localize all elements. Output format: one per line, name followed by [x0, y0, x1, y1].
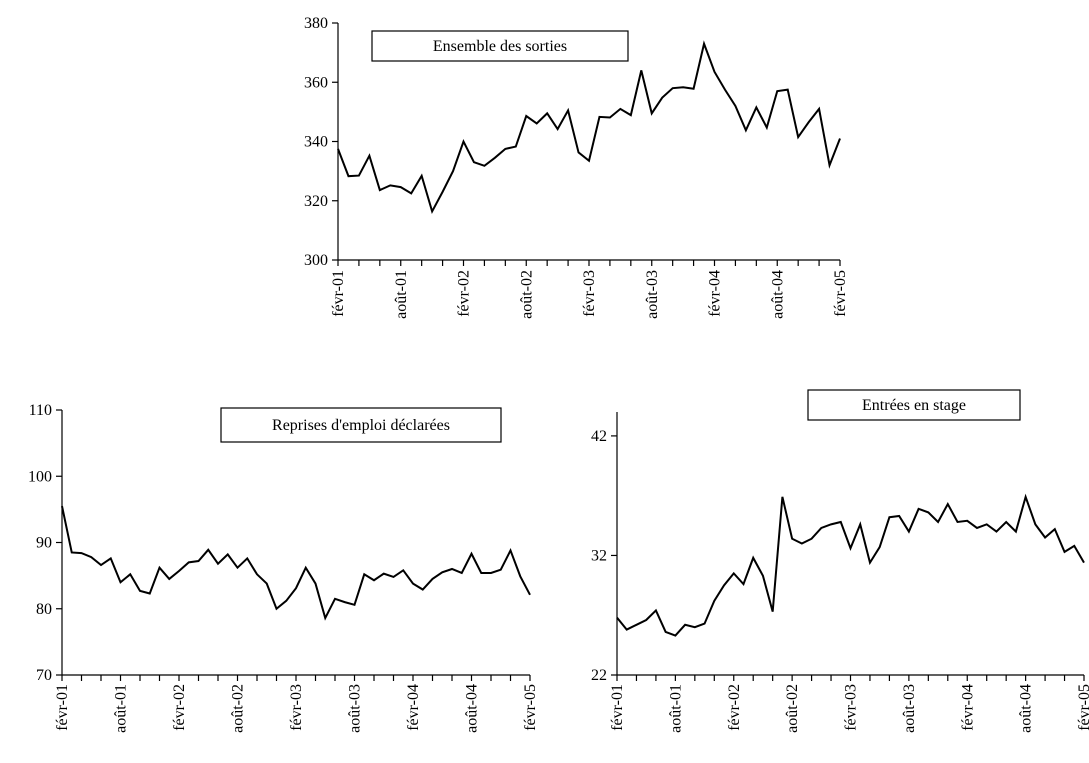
x-tick-label: août-02	[784, 684, 801, 733]
y-tick-label: 32	[591, 547, 607, 564]
x-tick-label: août-04	[769, 270, 786, 319]
chart-title: Entrées en stage	[862, 397, 966, 414]
x-tick-label: août-01	[393, 270, 410, 319]
x-tick-label: août-03	[644, 270, 661, 319]
title-box	[220, 407, 502, 443]
x-tick-label: août-03	[347, 684, 364, 733]
x-tick-label: févr-03	[288, 684, 305, 731]
y-tick-label: 340	[304, 134, 328, 151]
x-tick-label: août-01	[667, 684, 684, 733]
chart-title: Ensemble des sorties	[433, 38, 567, 55]
x-tick-label: août-04	[464, 684, 481, 733]
x-tick-label: févr-01	[54, 684, 71, 731]
x-tick-label: févr-02	[171, 684, 188, 731]
title-box	[371, 30, 629, 62]
y-tick-label: 360	[304, 74, 328, 91]
x-tick-label: févr-02	[456, 270, 473, 317]
x-tick-label: févr-05	[832, 270, 849, 317]
x-tick-label: févr-04	[959, 684, 976, 731]
series-line	[616, 493, 1085, 637]
chart-entrees-stage: 22 32 42 févr-01 août-01 févr-02 août-02 févr-0…	[591, 389, 1089, 733]
chart-reprises-emploi: 70 80 90 100 110 févr-01 août-01 févr-02 août-02…	[28, 402, 539, 733]
chart-title: Reprises d'emploi déclarées	[272, 417, 450, 434]
y-tick-label: 380	[304, 15, 328, 32]
x-tick-label: févr-01	[330, 270, 347, 317]
x-tick-label: févr-04	[707, 270, 724, 317]
y-tick-label: 42	[591, 428, 607, 445]
y-tick-label: 90	[36, 535, 52, 552]
y-tick-label: 70	[36, 667, 52, 684]
title-box	[807, 389, 1021, 421]
x-tick-label: févr-05	[1076, 684, 1089, 731]
y-tick-label: 100	[28, 468, 52, 485]
y-tick-label: 110	[29, 402, 52, 419]
x-tick-label: févr-03	[843, 684, 860, 731]
y-tick-label: 300	[304, 252, 328, 269]
series-line	[61, 505, 531, 621]
y-tick-label: 80	[36, 601, 52, 618]
x-tick-label: févr-01	[609, 684, 626, 731]
x-tick-label: août-02	[230, 684, 247, 733]
x-tick-label: févr-03	[581, 270, 598, 317]
x-tick-label: août-01	[113, 684, 130, 733]
y-tick-label: 320	[304, 193, 328, 210]
x-tick-label: août-02	[518, 270, 535, 319]
x-tick-label: août-03	[901, 684, 918, 733]
x-tick-label: févr-02	[726, 684, 743, 731]
y-tick-label: 22	[591, 667, 607, 684]
chart-ensemble-sorties: 300 320 340 360 380 févr-01 août-01 févr-02 août…	[304, 15, 849, 319]
x-tick-label: févr-05	[522, 684, 539, 731]
x-tick-label: août-04	[1018, 684, 1035, 733]
x-tick-label: févr-04	[405, 684, 422, 731]
series-line	[337, 40, 841, 215]
